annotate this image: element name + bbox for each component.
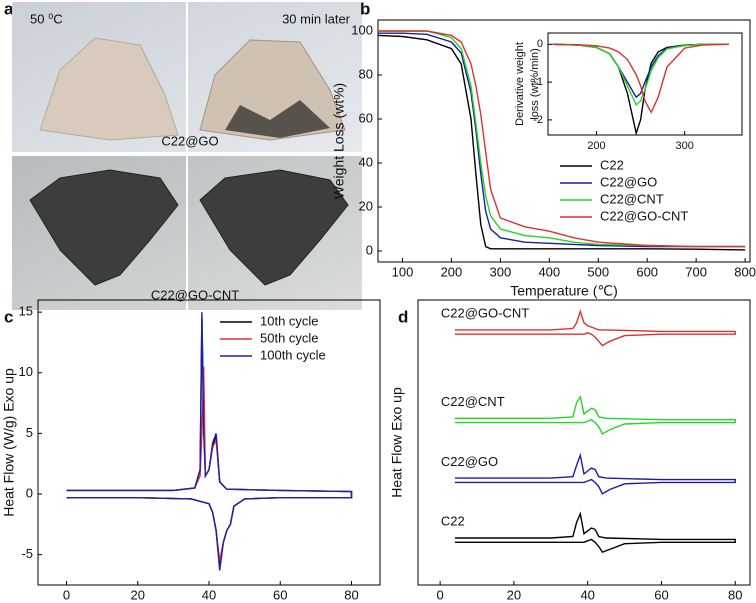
series-line xyxy=(66,366,353,561)
x-tick-label: 400 xyxy=(538,264,560,279)
y-axis-label: loss (wt%/min) xyxy=(529,48,541,120)
legend-label: 10th cycle xyxy=(260,313,319,328)
series-label: C22@GO xyxy=(441,454,498,469)
y-tick-label: 0 xyxy=(366,242,373,257)
x-tick-label: 20 xyxy=(131,587,145,602)
series-line xyxy=(378,32,746,248)
x-tick-label: 40 xyxy=(202,587,216,602)
series-line xyxy=(454,309,736,347)
x-tick-label: 0 xyxy=(437,587,444,602)
y-tick-label: 40 xyxy=(359,154,373,169)
photo-label: 50 ⁰C xyxy=(30,11,63,26)
y-tick-label: -1 xyxy=(533,76,543,88)
x-tick-label: 700 xyxy=(685,264,707,279)
plot-frame xyxy=(377,19,751,263)
x-tick-label: 80 xyxy=(344,587,358,602)
powder-pile xyxy=(39,37,179,141)
melted-spots xyxy=(225,100,330,138)
series-line xyxy=(66,312,353,571)
legend-label: C22@GO xyxy=(600,174,657,189)
x-tick-label: 80 xyxy=(728,587,742,602)
series-line xyxy=(552,43,729,114)
x-tick-label: 600 xyxy=(636,264,658,279)
y-tick-label: 80 xyxy=(359,66,373,81)
legend-label: C22@CNT xyxy=(600,191,664,206)
x-tick-label: 60 xyxy=(654,587,668,602)
y-tick-label: 60 xyxy=(359,110,373,125)
series-line xyxy=(378,34,746,251)
series-line xyxy=(378,30,746,248)
x-tick-label: 300 xyxy=(490,264,512,279)
x-tick-label: 200 xyxy=(441,264,463,279)
series-line xyxy=(454,395,736,435)
y-tick-label: -2 xyxy=(533,114,543,126)
legend-label: C22 xyxy=(600,157,624,172)
series-label: C22@GO-CNT xyxy=(441,306,529,321)
panel-letter: d xyxy=(398,307,408,326)
y-tick-label: 20 xyxy=(359,198,373,213)
chart: 200 300 0 -1 -2 Derivative weight loss (wt%/mi… xyxy=(514,32,743,152)
panel-letter: c xyxy=(4,307,13,326)
series-line xyxy=(454,511,736,554)
y-axis-label: Heat Flow (W/g) Exo up xyxy=(1,368,17,517)
panel-letter: b xyxy=(360,0,370,18)
x-tick-label: 300 xyxy=(676,140,694,152)
photo-panel: a 50 ⁰C 30 min later C22@GO C22@GO-CNT xyxy=(4,0,362,310)
x-axis-label: Temperature (℃) xyxy=(510,283,618,299)
y-tick-label: 0 xyxy=(537,38,543,50)
powder-pile xyxy=(29,169,179,286)
y-tick-label: 0 xyxy=(26,485,33,500)
legend-label: 50th cycle xyxy=(260,330,319,345)
legend-label: 100th cycle xyxy=(260,347,326,362)
series-line xyxy=(552,43,729,106)
y-tick-label: 15 xyxy=(19,304,33,319)
x-tick-label: 500 xyxy=(587,264,609,279)
chart: 0 20 40 60 80 -5 0 5 10 15 10th cycle 50th cycle 100… xyxy=(1,299,381,602)
photo-label: C22@GO-CNT xyxy=(151,287,239,302)
y-tick-label: 5 xyxy=(26,425,33,440)
x-tick-label: 40 xyxy=(580,587,594,602)
series-label: C22 xyxy=(441,514,465,529)
series-label: C22@CNT xyxy=(441,394,505,409)
series-line xyxy=(454,452,736,495)
plot-frame xyxy=(37,299,381,586)
y-axis-label: Derivative weight xyxy=(514,42,526,126)
x-tick-label: 800 xyxy=(734,264,756,279)
photo-label: 30 min later xyxy=(282,11,351,26)
legend-label: C22@GO-CNT xyxy=(600,208,688,223)
x-tick-label: 100 xyxy=(392,264,414,279)
y-axis-label: Heat Flow Exo up xyxy=(389,387,405,498)
panel-letter: a xyxy=(4,0,14,18)
x-tick-label: 60 xyxy=(273,587,287,602)
x-tick-label: 0 xyxy=(63,587,70,602)
y-axis-label: Weight Loss (wt%) xyxy=(331,83,347,199)
powder-pile xyxy=(199,169,349,286)
x-tick-label: 200 xyxy=(587,140,605,152)
photo-label: C22@GO xyxy=(161,133,218,148)
plot-frame xyxy=(417,299,751,586)
chart: 020406080C22C22@GOC22@CNTC22@GO-CNTTempe… xyxy=(389,299,751,602)
x-tick-label: 20 xyxy=(507,587,521,602)
series-line xyxy=(378,30,746,248)
y-tick-label: -5 xyxy=(21,546,33,561)
chart: 100 200 300 400 500 600 700 800 0 20 40 60 80 100 C22 C… xyxy=(331,0,756,299)
y-tick-label: 10 xyxy=(19,364,33,379)
y-tick-label: 100 xyxy=(351,22,373,37)
